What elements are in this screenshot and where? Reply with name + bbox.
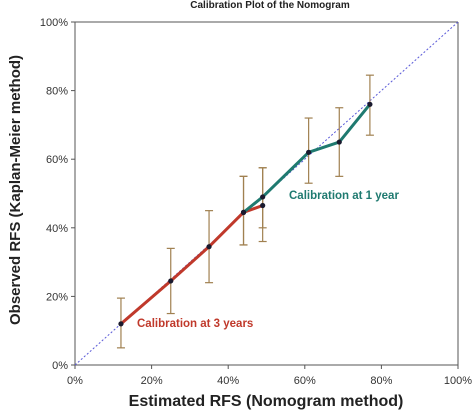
x-tick-label: 100% <box>444 375 472 387</box>
x-tick-label: 80% <box>370 375 392 387</box>
x-axis-label: Estimated RFS (Nomogram method) <box>129 393 404 410</box>
y-tick-label: 20% <box>46 291 68 303</box>
x-tick-label: 60% <box>294 375 316 387</box>
x-tick-label: 20% <box>141 375 163 387</box>
y-tick-label: 40% <box>46 223 68 235</box>
data-point <box>206 244 212 250</box>
data-points <box>118 101 373 327</box>
x-axis-ticks: 0% 20% 40% 60% 80% 100% <box>67 365 472 387</box>
annotation-1-year: Calibration at 1 year <box>289 190 399 202</box>
y-tick-label: 80% <box>46 86 68 98</box>
y-axis-label: Observed RFS (Kaplan-Meier method) <box>7 55 24 325</box>
series-line-3-years <box>119 204 264 325</box>
data-point <box>260 202 266 209</box>
y-tick-label: 0% <box>52 360 68 372</box>
data-point <box>367 101 373 107</box>
chart-title: Calibration Plot of the Nomogram <box>190 0 350 11</box>
data-point <box>336 139 342 145</box>
data-point <box>168 278 174 284</box>
y-tick-label: 100% <box>40 17 68 29</box>
data-point <box>240 209 247 215</box>
data-point <box>118 321 124 327</box>
data-point <box>306 149 312 155</box>
x-tick-label: 40% <box>217 375 239 387</box>
data-point <box>260 194 266 200</box>
annotation-3-years: Calibration at 3 years <box>137 318 253 330</box>
x-tick-label: 0% <box>67 375 83 387</box>
y-tick-label: 60% <box>46 154 68 166</box>
y-axis-ticks: 0% 20% 40% 60% 80% 100% <box>40 17 75 372</box>
